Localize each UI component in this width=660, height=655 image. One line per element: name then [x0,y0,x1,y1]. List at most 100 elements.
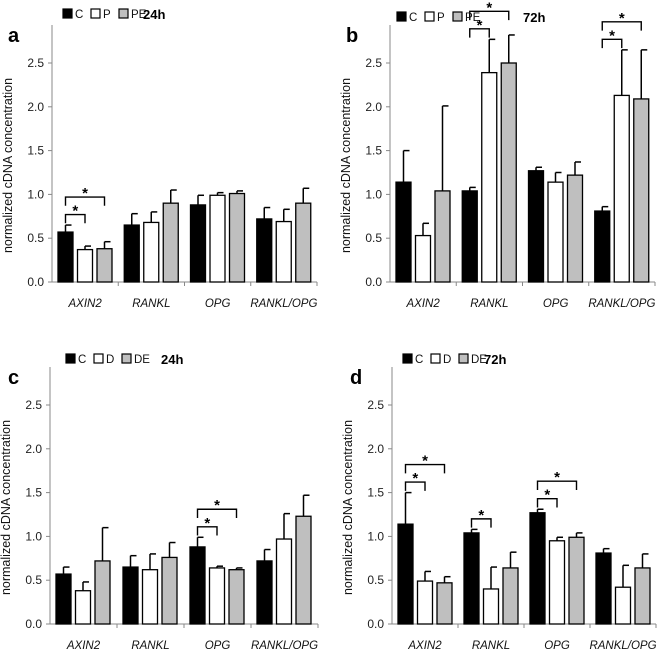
bar-de [295,515,312,625]
x-category-label: RANKL/OPG [251,640,318,652]
y-axis-label: normalized cDNA concentration [341,420,355,595]
bar-p [481,71,498,283]
bar-de [436,582,453,625]
bar-c [595,552,612,625]
significance-bracket [536,498,558,508]
bar-c [463,532,480,625]
x-category-label: RANKL/OPG [588,298,655,310]
y-tick-label: 0.5 [367,573,384,587]
significance-bracket [470,518,492,528]
significance-bracket [64,196,106,206]
legend-swatch-c [396,11,407,22]
bar-pe [228,192,246,283]
x-category-label: AXIN2 [406,298,441,310]
bar-de [568,536,585,625]
bar-pe [500,62,517,283]
x-category-label: OPG [205,640,231,652]
bar-pe [162,202,179,283]
bar-c [123,224,140,283]
bar-c [594,210,611,283]
significance-star: * [477,17,483,34]
bar-c [57,231,74,283]
significance-star: * [478,507,484,524]
bar-c [529,512,546,625]
legend-label: P [103,9,111,21]
bar-p [414,234,432,283]
bar-de [228,569,245,625]
bar-de [634,567,651,625]
bar-d [614,586,632,625]
bar-c [256,218,273,283]
panel-letter: a [8,25,20,47]
y-tick-label: 2.5 [27,56,44,70]
bar-c [461,190,478,283]
x-category-label: OPG [205,298,231,310]
significance-star: * [214,497,220,514]
bar-c [122,566,139,625]
x-category-label: RANKL [472,640,510,652]
significance-star: * [422,453,428,470]
panel-title: 72h [523,10,545,25]
significance-bracket [196,508,238,519]
y-tick-label: 2.0 [367,442,384,456]
x-category-label: OPG [544,640,570,652]
bar-c [189,204,207,283]
bar-c [189,546,206,625]
legend-label: PE [465,12,481,24]
legend-swatch-de [121,353,132,364]
y-tick-label: 1.0 [365,187,382,201]
significance-star: * [72,203,78,220]
significance-bracket [64,213,86,224]
bar-pe [96,248,113,283]
significance-star: * [554,469,560,486]
legend-swatch-c [65,353,76,364]
panel-title: 24h [143,7,165,22]
bar-p [76,248,94,283]
panel-a: a 0.0 0.5 1.0 1.5 2.0 2.5 normalized cDNA conce… [1,7,318,310]
legend-label: D [106,354,114,366]
bar-d [74,590,92,625]
bar-d [548,540,566,625]
legend-swatch-d [430,353,441,364]
x-category-label: RANKL/OPG [250,298,317,310]
y-tick-label: 2.5 [367,398,384,412]
y-tick-label: 0.0 [25,617,42,631]
significance-star: * [619,10,625,27]
bar-c [397,523,414,625]
y-tick-label: 1.5 [27,144,44,158]
legend-label: C [78,354,86,366]
y-tick-label: 1.5 [365,144,382,158]
bar-d [482,588,500,625]
legend-swatch-pe [118,8,129,19]
y-tick-label: 1.5 [367,486,384,500]
panel-c: c 0.0 0.5 1.0 1.5 2.0 2.5 normalized cDNA conce… [0,352,319,652]
bar-p [143,221,160,283]
y-axis-label: normalized cDNA concentration [339,78,353,253]
significance-bracket [404,463,446,474]
y-tick-label: 0.5 [365,231,382,245]
significance-star: * [544,487,550,504]
significance-bracket [601,38,623,49]
panel-letter: d [350,367,362,389]
x-category-label: OPG [543,298,569,310]
legend-swatch-c [62,8,73,19]
significance-bracket [536,480,578,490]
y-tick-label: 0.0 [27,275,44,289]
significance-star: * [204,515,210,532]
bar-c [256,560,273,625]
y-axis-label: normalized cDNA concentration [0,420,13,595]
legend-label: P [437,12,445,24]
bar-d [141,569,159,625]
bar-p [209,194,226,283]
panel-letter: c [8,367,19,389]
bar-pe [295,202,312,283]
y-tick-label: 2.0 [365,100,382,114]
panel-title: 24h [161,352,183,367]
bar-p [547,181,564,283]
y-tick-label: 1.0 [27,187,44,201]
x-category-label: AXIN2 [407,640,442,652]
y-tick-label: 0.5 [25,573,42,587]
x-category-label: RANKL [131,640,169,652]
legend-swatch-c [402,353,413,364]
x-category-label: AXIN2 [68,298,103,310]
